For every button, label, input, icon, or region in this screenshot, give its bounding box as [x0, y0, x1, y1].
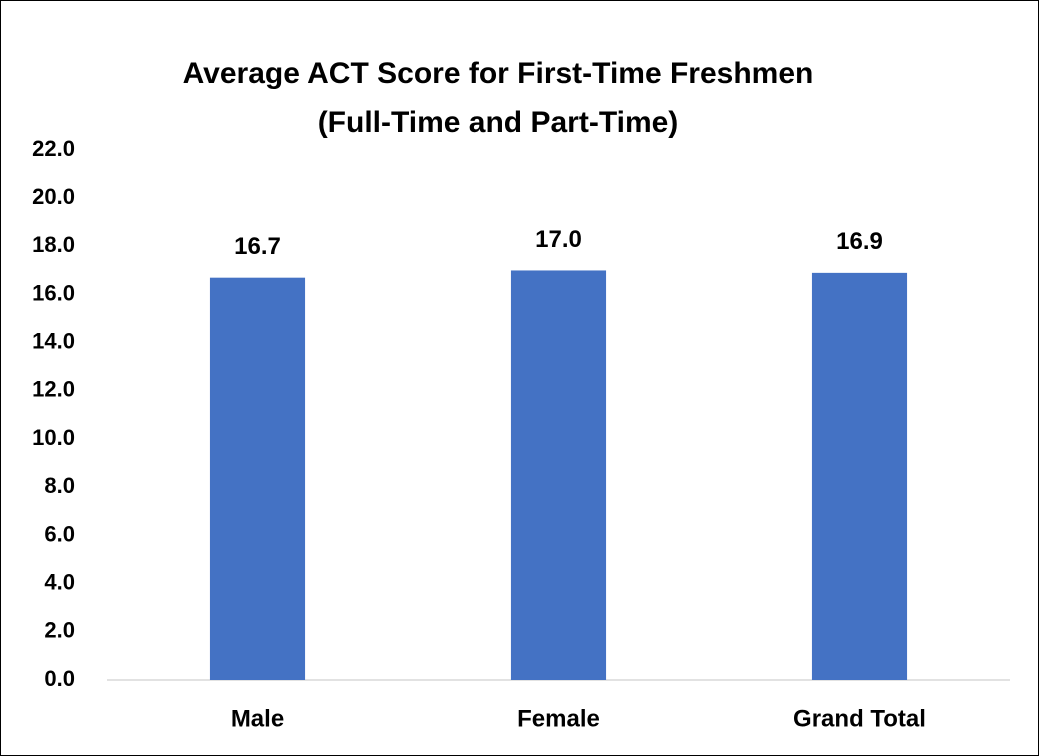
chart-title: (Full-Time and Part-Time) — [318, 106, 679, 139]
x-tick-label: Male — [231, 705, 284, 732]
bar — [811, 272, 908, 680]
y-tick-label: 14.0 — [32, 329, 75, 354]
y-tick-label: 8.0 — [44, 473, 75, 498]
data-label: 16.7 — [234, 233, 281, 260]
y-tick-label: 18.0 — [32, 232, 75, 257]
y-tick-label: 4.0 — [44, 569, 75, 594]
chart-title: Average ACT Score for First-Time Freshme… — [183, 57, 814, 90]
y-tick-label: 0.0 — [44, 666, 75, 691]
y-tick-label: 22.0 — [32, 136, 75, 161]
y-tick-label: 16.0 — [32, 280, 75, 305]
y-tick-label: 6.0 — [44, 521, 75, 546]
data-label: 17.0 — [535, 226, 582, 253]
bar — [209, 277, 306, 680]
x-tick-label: Female — [517, 705, 600, 732]
y-tick-label: 2.0 — [44, 618, 75, 643]
y-tick-label: 10.0 — [32, 425, 75, 450]
data-label: 16.9 — [836, 228, 883, 255]
y-tick-label: 12.0 — [32, 377, 75, 402]
bar — [510, 270, 607, 680]
y-tick-label: 20.0 — [32, 184, 75, 209]
x-tick-label: Grand Total — [793, 705, 926, 732]
